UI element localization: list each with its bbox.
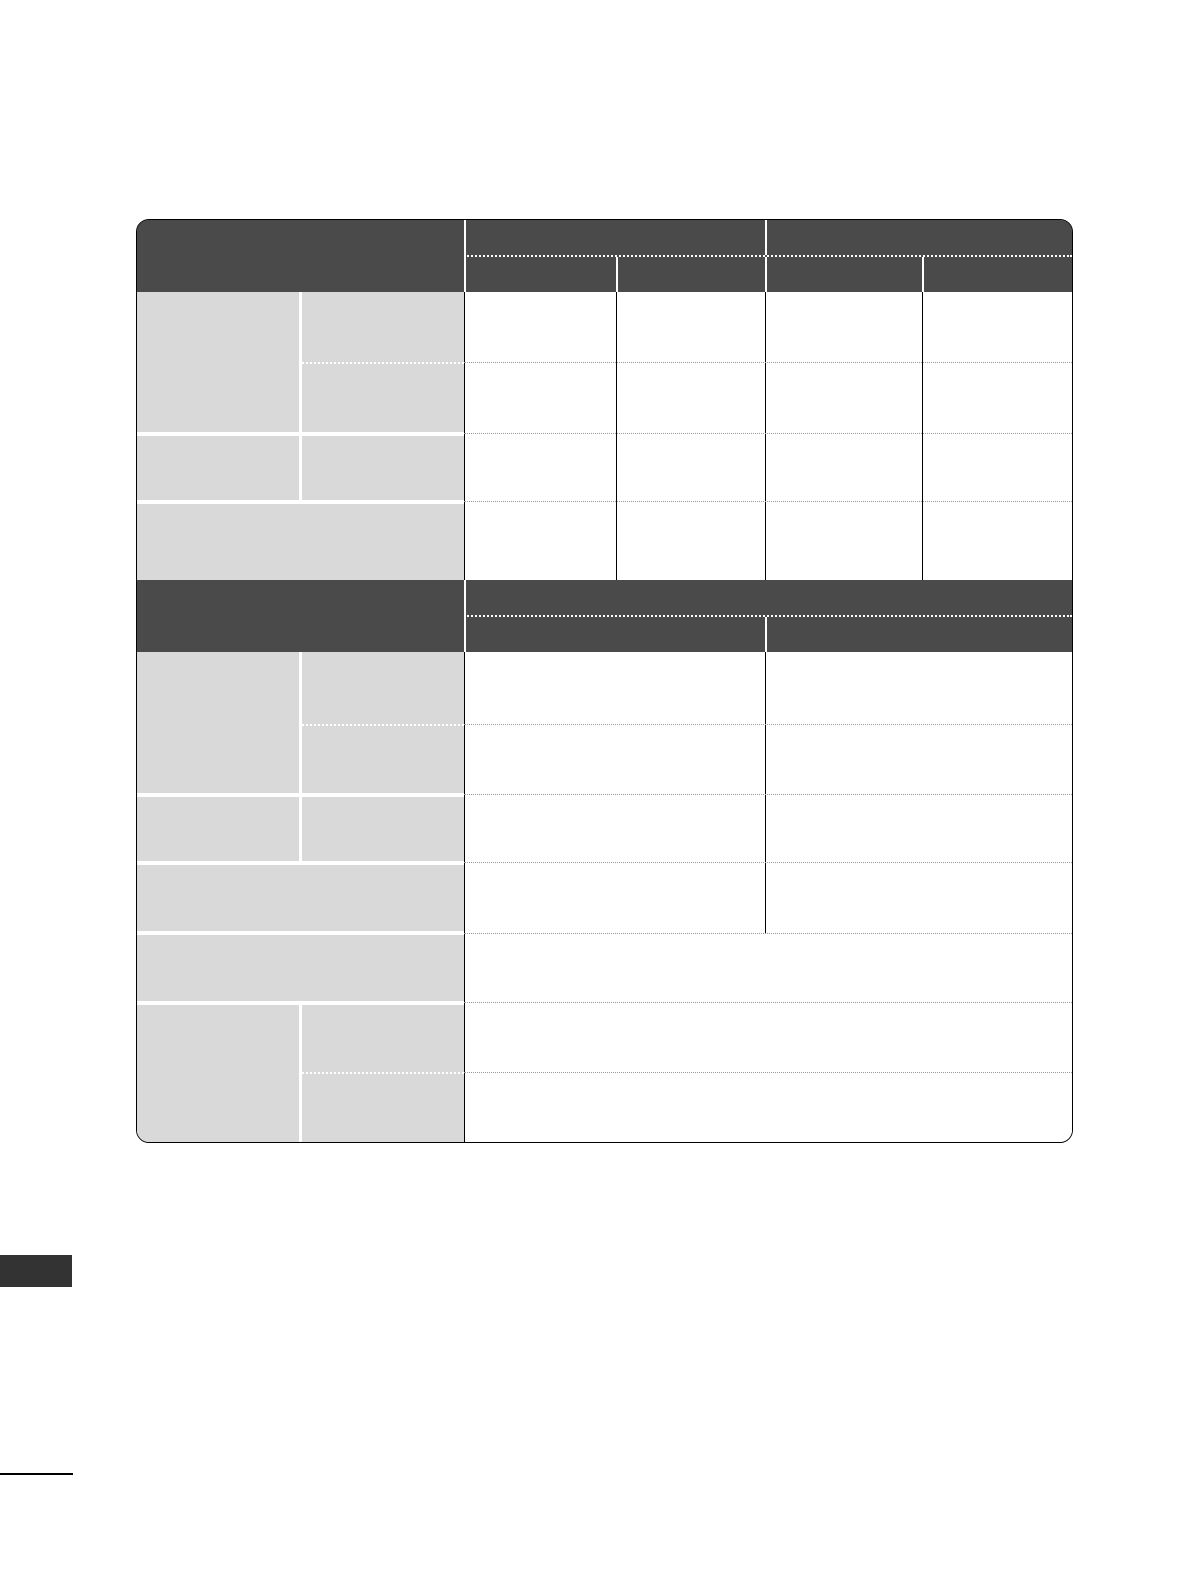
section-1-val-hdot-1 (464, 362, 1072, 363)
section-1-val-vrule-1 (616, 292, 617, 580)
section-2-val-vrule-1 (765, 652, 766, 933)
specification-table (136, 219, 1073, 1143)
section-1-cell-r1c2 (621, 296, 761, 358)
section-2-cell-r1c1 (469, 656, 761, 720)
section-2-pane-vsep-b (299, 1004, 302, 1142)
section-2-pane-hdot-1 (302, 724, 464, 726)
section-1-band-vrule-1 (616, 257, 618, 292)
section-1-val-hdot-3 (464, 501, 1072, 502)
section-2-pane-vsep-a (299, 652, 302, 864)
section-1-pane-hdot-1 (302, 362, 464, 364)
section-1-pane-hdot-2 (302, 433, 464, 435)
section-1-pane-vsep (299, 292, 302, 504)
section-2-val-hdot-6 (464, 1072, 1072, 1073)
section-1-cell-r1c3 (770, 296, 918, 358)
section-2-header-label-zone (137, 580, 464, 652)
section-2-header-band (137, 580, 1072, 652)
section-2-val-hdot-1 (464, 724, 1072, 725)
table-section-1 (137, 220, 1072, 580)
section-1-val-vrule-0 (464, 292, 465, 580)
section-2-pane-hdot-3 (302, 1072, 464, 1074)
section-2-body (137, 652, 1072, 1142)
section-1-cell-r1c1 (469, 296, 611, 358)
section-2-pane-hsep-3 (137, 931, 464, 935)
section-1-band-vrule-3 (922, 257, 924, 292)
section-1-band-group-vrule (765, 220, 767, 255)
footer-rule (0, 1473, 73, 1475)
section-2-val-hdot-5 (464, 1002, 1072, 1003)
section-2-val-hdot-4 (464, 933, 1072, 934)
section-1-band-tier-divider (464, 255, 1072, 257)
section-1-header-label-zone (137, 220, 464, 292)
section-1-body (137, 292, 1072, 580)
section-2-pane-hsep-4 (137, 1001, 464, 1005)
section-2-val-vrule-0 (464, 652, 465, 1142)
section-2-val-hdot-2 (464, 794, 1072, 795)
section-1-val-vrule-2 (765, 292, 766, 580)
section-1-val-vrule-3 (922, 292, 923, 580)
section-2-band-vrule-1 (765, 617, 767, 652)
section-2-pane-hdot-2 (302, 794, 464, 796)
section-1-header-band (137, 220, 1072, 292)
section-2-cell-r1c2 (770, 656, 1069, 720)
table-section-2 (137, 580, 1072, 1142)
section-1-band-vrule-2 (765, 257, 767, 292)
section-1-pane-hdot-3 (302, 501, 464, 503)
section-2-band-tier-divider (464, 615, 1072, 617)
section-2-val-hdot-3 (464, 862, 1072, 863)
section-1-val-hdot-2 (464, 433, 1072, 434)
page-number-tab (0, 1255, 72, 1287)
section-1-cell-r1c4 (927, 296, 1069, 358)
